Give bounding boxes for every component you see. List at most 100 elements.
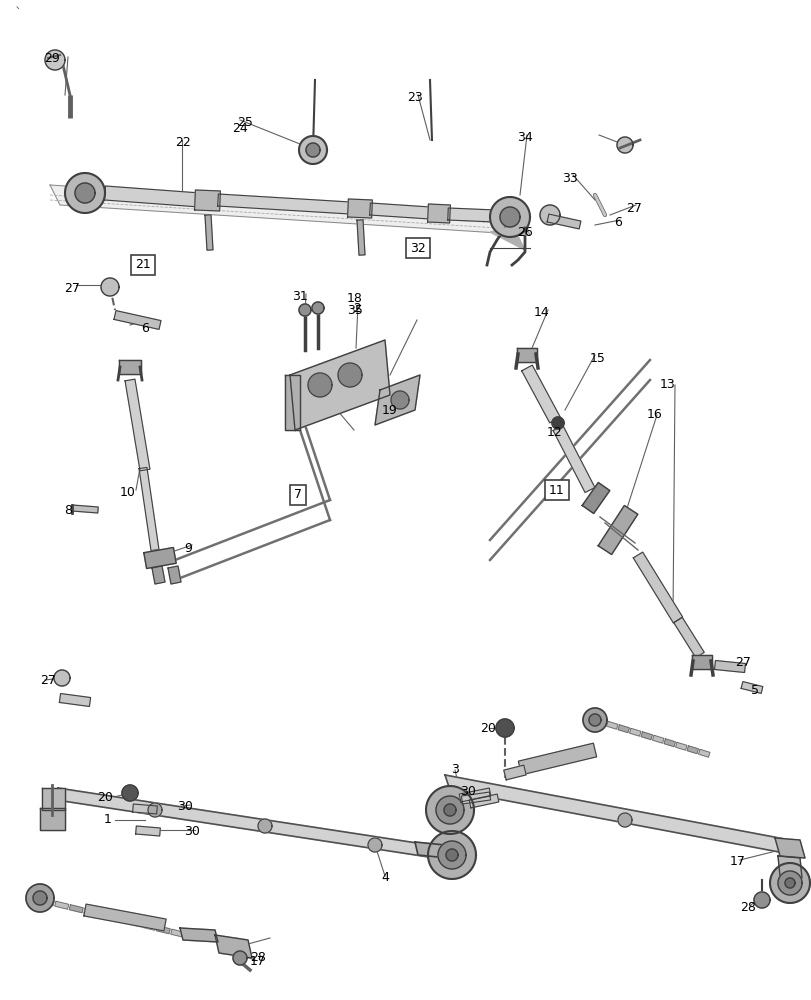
Polygon shape: [598, 506, 637, 554]
Polygon shape: [75, 183, 95, 203]
Polygon shape: [204, 215, 212, 250]
Polygon shape: [195, 190, 220, 211]
Polygon shape: [594, 718, 606, 726]
Text: 23: 23: [406, 91, 423, 104]
Text: 20: 20: [479, 722, 496, 734]
Polygon shape: [347, 199, 372, 218]
Polygon shape: [489, 228, 525, 250]
Polygon shape: [500, 207, 519, 227]
Polygon shape: [170, 929, 184, 937]
Polygon shape: [50, 185, 530, 235]
Polygon shape: [652, 735, 663, 743]
Polygon shape: [33, 891, 47, 905]
Polygon shape: [445, 849, 457, 861]
Polygon shape: [521, 365, 560, 423]
Polygon shape: [426, 786, 474, 834]
Polygon shape: [84, 904, 166, 931]
Text: 30: 30: [177, 800, 193, 813]
Polygon shape: [142, 922, 156, 930]
Polygon shape: [606, 721, 617, 729]
Polygon shape: [135, 826, 160, 836]
Polygon shape: [436, 796, 463, 824]
Polygon shape: [769, 863, 809, 903]
Polygon shape: [152, 566, 165, 584]
Polygon shape: [298, 136, 327, 164]
Polygon shape: [539, 205, 560, 225]
Polygon shape: [503, 765, 526, 780]
Polygon shape: [427, 831, 475, 879]
Text: 5: 5: [750, 684, 758, 696]
Text: 1: 1: [104, 813, 112, 826]
Polygon shape: [307, 373, 332, 397]
Polygon shape: [26, 884, 54, 912]
Polygon shape: [427, 204, 450, 223]
Text: 8: 8: [64, 504, 72, 516]
Text: 9: 9: [184, 542, 191, 554]
Text: 22: 22: [175, 136, 191, 149]
Text: 13: 13: [659, 378, 675, 391]
Polygon shape: [714, 661, 744, 672]
Polygon shape: [777, 871, 801, 895]
Text: 12: 12: [547, 426, 562, 438]
Polygon shape: [697, 749, 709, 757]
Text: 6: 6: [613, 216, 621, 229]
Text: 27: 27: [625, 202, 642, 215]
Polygon shape: [258, 819, 272, 833]
Text: 6: 6: [141, 322, 148, 334]
Text: 7: 7: [294, 488, 302, 502]
Polygon shape: [217, 194, 350, 214]
Polygon shape: [122, 785, 138, 801]
Text: 3: 3: [450, 763, 458, 776]
Polygon shape: [444, 804, 456, 816]
Polygon shape: [148, 803, 162, 817]
Polygon shape: [71, 505, 98, 513]
Text: 33: 33: [561, 172, 577, 185]
Polygon shape: [157, 926, 170, 934]
Polygon shape: [517, 743, 596, 775]
Text: 25: 25: [237, 116, 252, 129]
Polygon shape: [337, 363, 362, 387]
Polygon shape: [144, 548, 176, 568]
Text: 27: 27: [734, 656, 750, 668]
Polygon shape: [215, 935, 251, 958]
Polygon shape: [127, 919, 141, 927]
Polygon shape: [69, 905, 83, 913]
Text: 28: 28: [739, 901, 755, 914]
Polygon shape: [290, 340, 389, 430]
Polygon shape: [55, 901, 69, 909]
Polygon shape: [306, 143, 320, 157]
Polygon shape: [45, 50, 65, 70]
Polygon shape: [496, 719, 513, 737]
Polygon shape: [552, 425, 594, 493]
Polygon shape: [617, 813, 631, 827]
Polygon shape: [675, 742, 686, 750]
Polygon shape: [495, 228, 525, 235]
Polygon shape: [42, 788, 65, 810]
Text: 32: 32: [410, 241, 425, 254]
Polygon shape: [469, 794, 498, 808]
Text: 35: 35: [346, 304, 363, 316]
Polygon shape: [686, 746, 697, 754]
Polygon shape: [114, 311, 161, 329]
Text: 34: 34: [517, 131, 532, 144]
Text: 27: 27: [64, 282, 79, 294]
Polygon shape: [633, 552, 682, 623]
Polygon shape: [391, 391, 409, 409]
Polygon shape: [58, 788, 435, 858]
Polygon shape: [663, 739, 675, 747]
Polygon shape: [616, 137, 633, 153]
Polygon shape: [105, 186, 200, 207]
Text: 4: 4: [380, 871, 388, 884]
Text: 24: 24: [232, 122, 247, 135]
Polygon shape: [437, 841, 466, 869]
Polygon shape: [459, 788, 490, 802]
Text: 17: 17: [250, 955, 266, 968]
Polygon shape: [180, 928, 217, 942]
Polygon shape: [168, 566, 181, 584]
Text: 17: 17: [729, 855, 745, 868]
Polygon shape: [233, 951, 247, 965]
Polygon shape: [101, 278, 119, 296]
Polygon shape: [357, 220, 365, 255]
Text: 11: 11: [548, 484, 564, 496]
Polygon shape: [581, 483, 609, 513]
